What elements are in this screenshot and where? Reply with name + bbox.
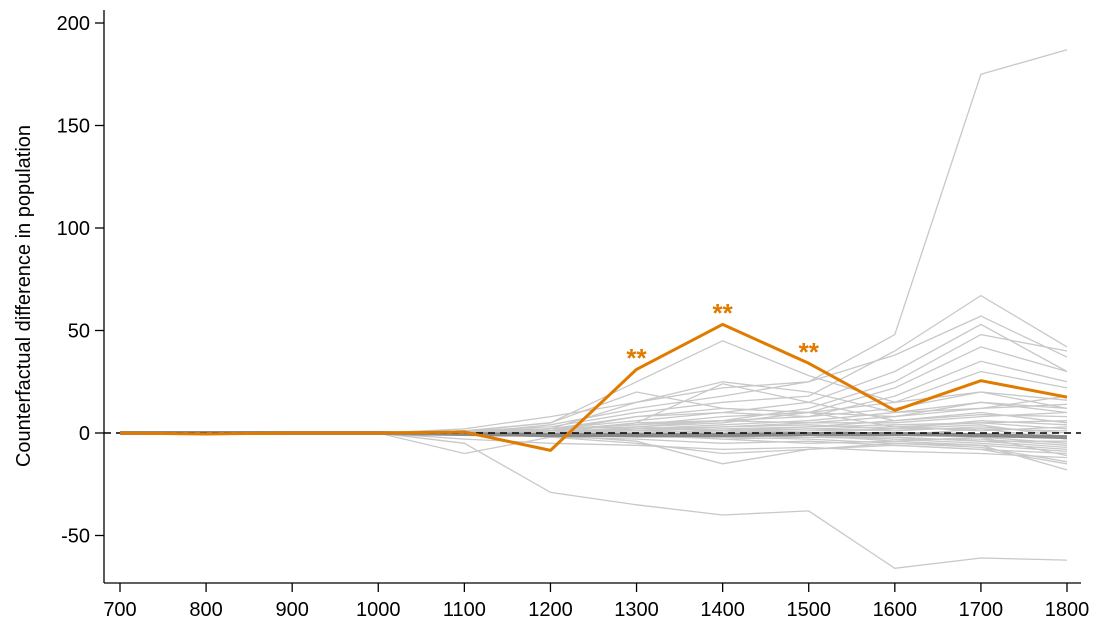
y-tick-label: 0 — [79, 423, 90, 445]
x-tick-label: 1100 — [443, 599, 486, 621]
significance-label-1: ** — [626, 343, 647, 373]
axes — [103, 10, 1081, 584]
x-tick-label: 1800 — [1045, 599, 1090, 621]
significance-annotations: ** ** ** — [626, 298, 819, 373]
x-tick-label: 1200 — [528, 599, 573, 621]
y-tick-label: -50 — [61, 526, 90, 548]
y-tick-label: 200 — [57, 13, 90, 35]
main-series-group — [119, 322, 1068, 452]
x-tick-label: 1400 — [700, 599, 745, 621]
x-tick-label: 1000 — [356, 599, 401, 621]
placebo-line-3 — [120, 432, 1068, 569]
significance-label-2: ** — [713, 298, 734, 328]
x-ticks: 700 800 900 1000 1100 1200 1300 1400 1500 1600 170… — [103, 583, 1089, 621]
x-tick-label: 800 — [189, 599, 222, 621]
y-axis-title: Counterfactual difference in population — [13, 125, 35, 467]
x-tick-label: 900 — [275, 599, 308, 621]
placebo-line-2 — [120, 49, 1068, 434]
y-tick-label: 150 — [57, 116, 90, 138]
significance-label-3: ** — [799, 337, 820, 367]
x-tick-label: 700 — [103, 599, 136, 621]
x-tick-label: 1600 — [873, 599, 918, 621]
y-tick-label: 100 — [57, 218, 90, 240]
main-series-line — [119, 322, 1068, 452]
x-tick-label: 1700 — [959, 599, 1004, 621]
y-tick-label: 50 — [68, 321, 90, 343]
placebo-line-4 — [120, 294, 1068, 434]
placebo-line-25 — [120, 432, 1068, 465]
placebo-lines — [120, 49, 1068, 569]
y-ticks: -50 0 50 100 150 200 — [57, 13, 104, 548]
x-tick-label: 1500 — [786, 599, 831, 621]
x-tick-label: 1300 — [614, 599, 659, 621]
